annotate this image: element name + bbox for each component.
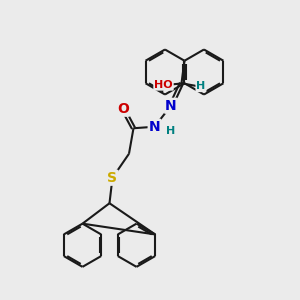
Text: H: H xyxy=(167,126,176,136)
Text: N: N xyxy=(165,99,177,113)
Text: S: S xyxy=(107,171,118,185)
Text: N: N xyxy=(149,120,160,134)
Text: HO: HO xyxy=(154,80,173,90)
Text: H: H xyxy=(196,81,206,91)
Text: O: O xyxy=(117,102,129,116)
